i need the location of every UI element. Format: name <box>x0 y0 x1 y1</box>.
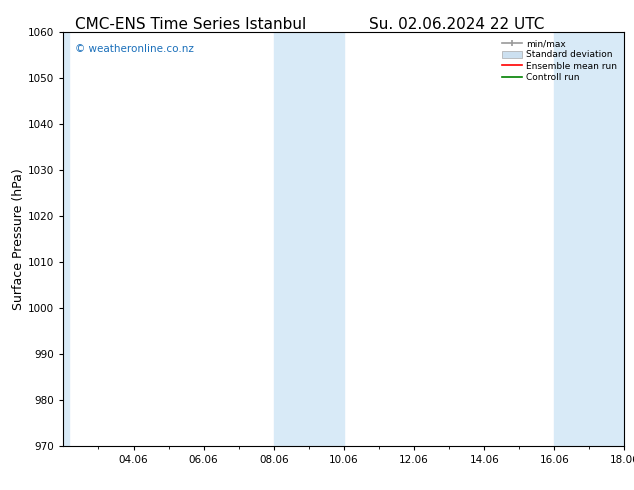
Bar <box>554 32 624 446</box>
Text: Su. 02.06.2024 22 UTC: Su. 02.06.2024 22 UTC <box>369 17 544 32</box>
Bar <box>274 32 344 446</box>
Y-axis label: Surface Pressure (hPa): Surface Pressure (hPa) <box>12 168 25 310</box>
Legend: min/max, Standard deviation, Ensemble mean run, Controll run: min/max, Standard deviation, Ensemble me… <box>499 36 620 85</box>
Text: CMC-ENS Time Series Istanbul: CMC-ENS Time Series Istanbul <box>75 17 306 32</box>
Bar <box>63 32 68 446</box>
Text: © weatheronline.co.nz: © weatheronline.co.nz <box>75 44 193 54</box>
